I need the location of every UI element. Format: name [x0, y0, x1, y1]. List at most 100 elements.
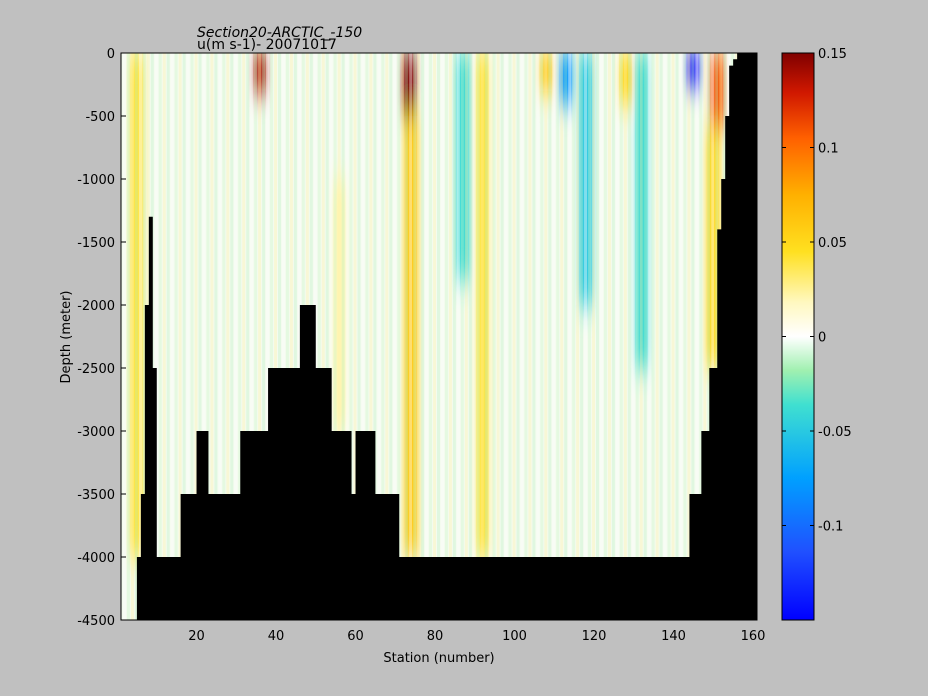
striation: [238, 53, 242, 620]
striation: [540, 53, 544, 620]
striation: [639, 53, 643, 620]
striation: [707, 53, 711, 620]
striation: [492, 53, 496, 620]
y-axis-label: Depth (meter): [59, 291, 74, 384]
striation: [417, 53, 421, 620]
striation: [500, 53, 504, 620]
striation: [643, 53, 647, 620]
striation: [401, 53, 405, 620]
striation: [671, 53, 675, 620]
striation: [619, 53, 623, 620]
striation: [480, 53, 484, 620]
y-tick-label: -1000: [77, 173, 115, 188]
colorbar-tick-label: -0.1: [818, 520, 843, 535]
striation: [440, 53, 444, 620]
striation: [659, 53, 663, 620]
striation: [484, 53, 488, 620]
colorbar-gradient: [781, 52, 815, 621]
striation: [429, 53, 433, 620]
striation: [576, 53, 580, 620]
striation: [270, 53, 274, 620]
striation: [405, 53, 409, 620]
y-tick-label: -500: [85, 110, 115, 125]
striation: [647, 53, 651, 620]
striation: [687, 53, 691, 620]
colorbar-tick-label: 0.15: [818, 47, 847, 62]
striation: [262, 53, 266, 620]
striation: [317, 53, 321, 620]
striation: [476, 53, 480, 620]
striation: [655, 53, 659, 620]
striation: [373, 53, 377, 620]
velocity-feature-14: [618, 53, 633, 104]
striation: [345, 53, 349, 620]
striation: [635, 53, 639, 620]
striation: [651, 53, 655, 620]
striation: [504, 53, 508, 620]
striation: [230, 53, 234, 620]
y-axis: 0 -500 -1000 -1500 -2000 -2500 -3000 -3500 -4000…: [77, 47, 126, 629]
striation: [667, 53, 671, 620]
striation: [607, 53, 611, 620]
x-tick-label: 120: [582, 629, 607, 644]
striation: [134, 53, 138, 620]
striation: [508, 53, 512, 620]
striation: [218, 53, 222, 620]
velocity-feature-3: [539, 53, 554, 91]
striation: [691, 53, 695, 620]
velocity-feature-0: [253, 53, 268, 91]
striation: [448, 53, 452, 620]
striation: [369, 53, 373, 620]
striation: [250, 53, 254, 620]
striation: [437, 53, 440, 620]
striation: [337, 53, 341, 620]
striation: [615, 53, 619, 620]
x-tick-label: 80: [427, 629, 444, 644]
striation: [516, 53, 520, 620]
striation: [174, 53, 178, 620]
striation: [512, 53, 516, 620]
striation: [699, 53, 703, 620]
striation: [544, 53, 548, 620]
striation: [357, 53, 361, 620]
velocity-feature-9: [686, 53, 701, 85]
striation: [564, 53, 568, 620]
striation: [464, 53, 468, 620]
x-axis: 20 40 60 80 100 120 140 160: [188, 615, 765, 644]
striation: [266, 53, 270, 620]
striation: [293, 53, 297, 620]
plot-area: [120, 52, 758, 621]
striation: [568, 53, 572, 620]
striation: [603, 53, 607, 620]
striation: [393, 53, 397, 620]
striation: [675, 53, 679, 620]
striation: [611, 53, 615, 620]
striation: [421, 53, 425, 620]
chart-title-line2: u(m s-1)- 20071017: [197, 37, 337, 53]
striation: [385, 53, 389, 620]
colorbar-tick-label: 0: [818, 331, 826, 346]
colorbar-tick-label: -0.05: [818, 425, 852, 440]
velocity-field: [129, 53, 725, 557]
striation: [592, 53, 596, 620]
striation: [130, 53, 134, 620]
striation: [663, 53, 667, 620]
striation: [210, 53, 214, 620]
velocity-feature-2: [404, 116, 419, 557]
velocity-feature-13: [332, 179, 347, 431]
striation: [254, 53, 258, 620]
striation: [695, 53, 699, 620]
x-tick-label: 100: [502, 629, 527, 644]
colorbar-tick-label: 0.05: [818, 236, 847, 251]
striation: [631, 53, 635, 620]
striation: [377, 53, 381, 620]
x-tick-label: 140: [661, 629, 686, 644]
striation: [297, 53, 301, 620]
striation: [353, 53, 357, 620]
striation: [456, 53, 460, 620]
velocity-feature-4: [475, 53, 490, 557]
y-tick-label: 0: [107, 47, 115, 62]
y-tick-label: -3000: [77, 425, 115, 440]
striation: [715, 53, 719, 620]
